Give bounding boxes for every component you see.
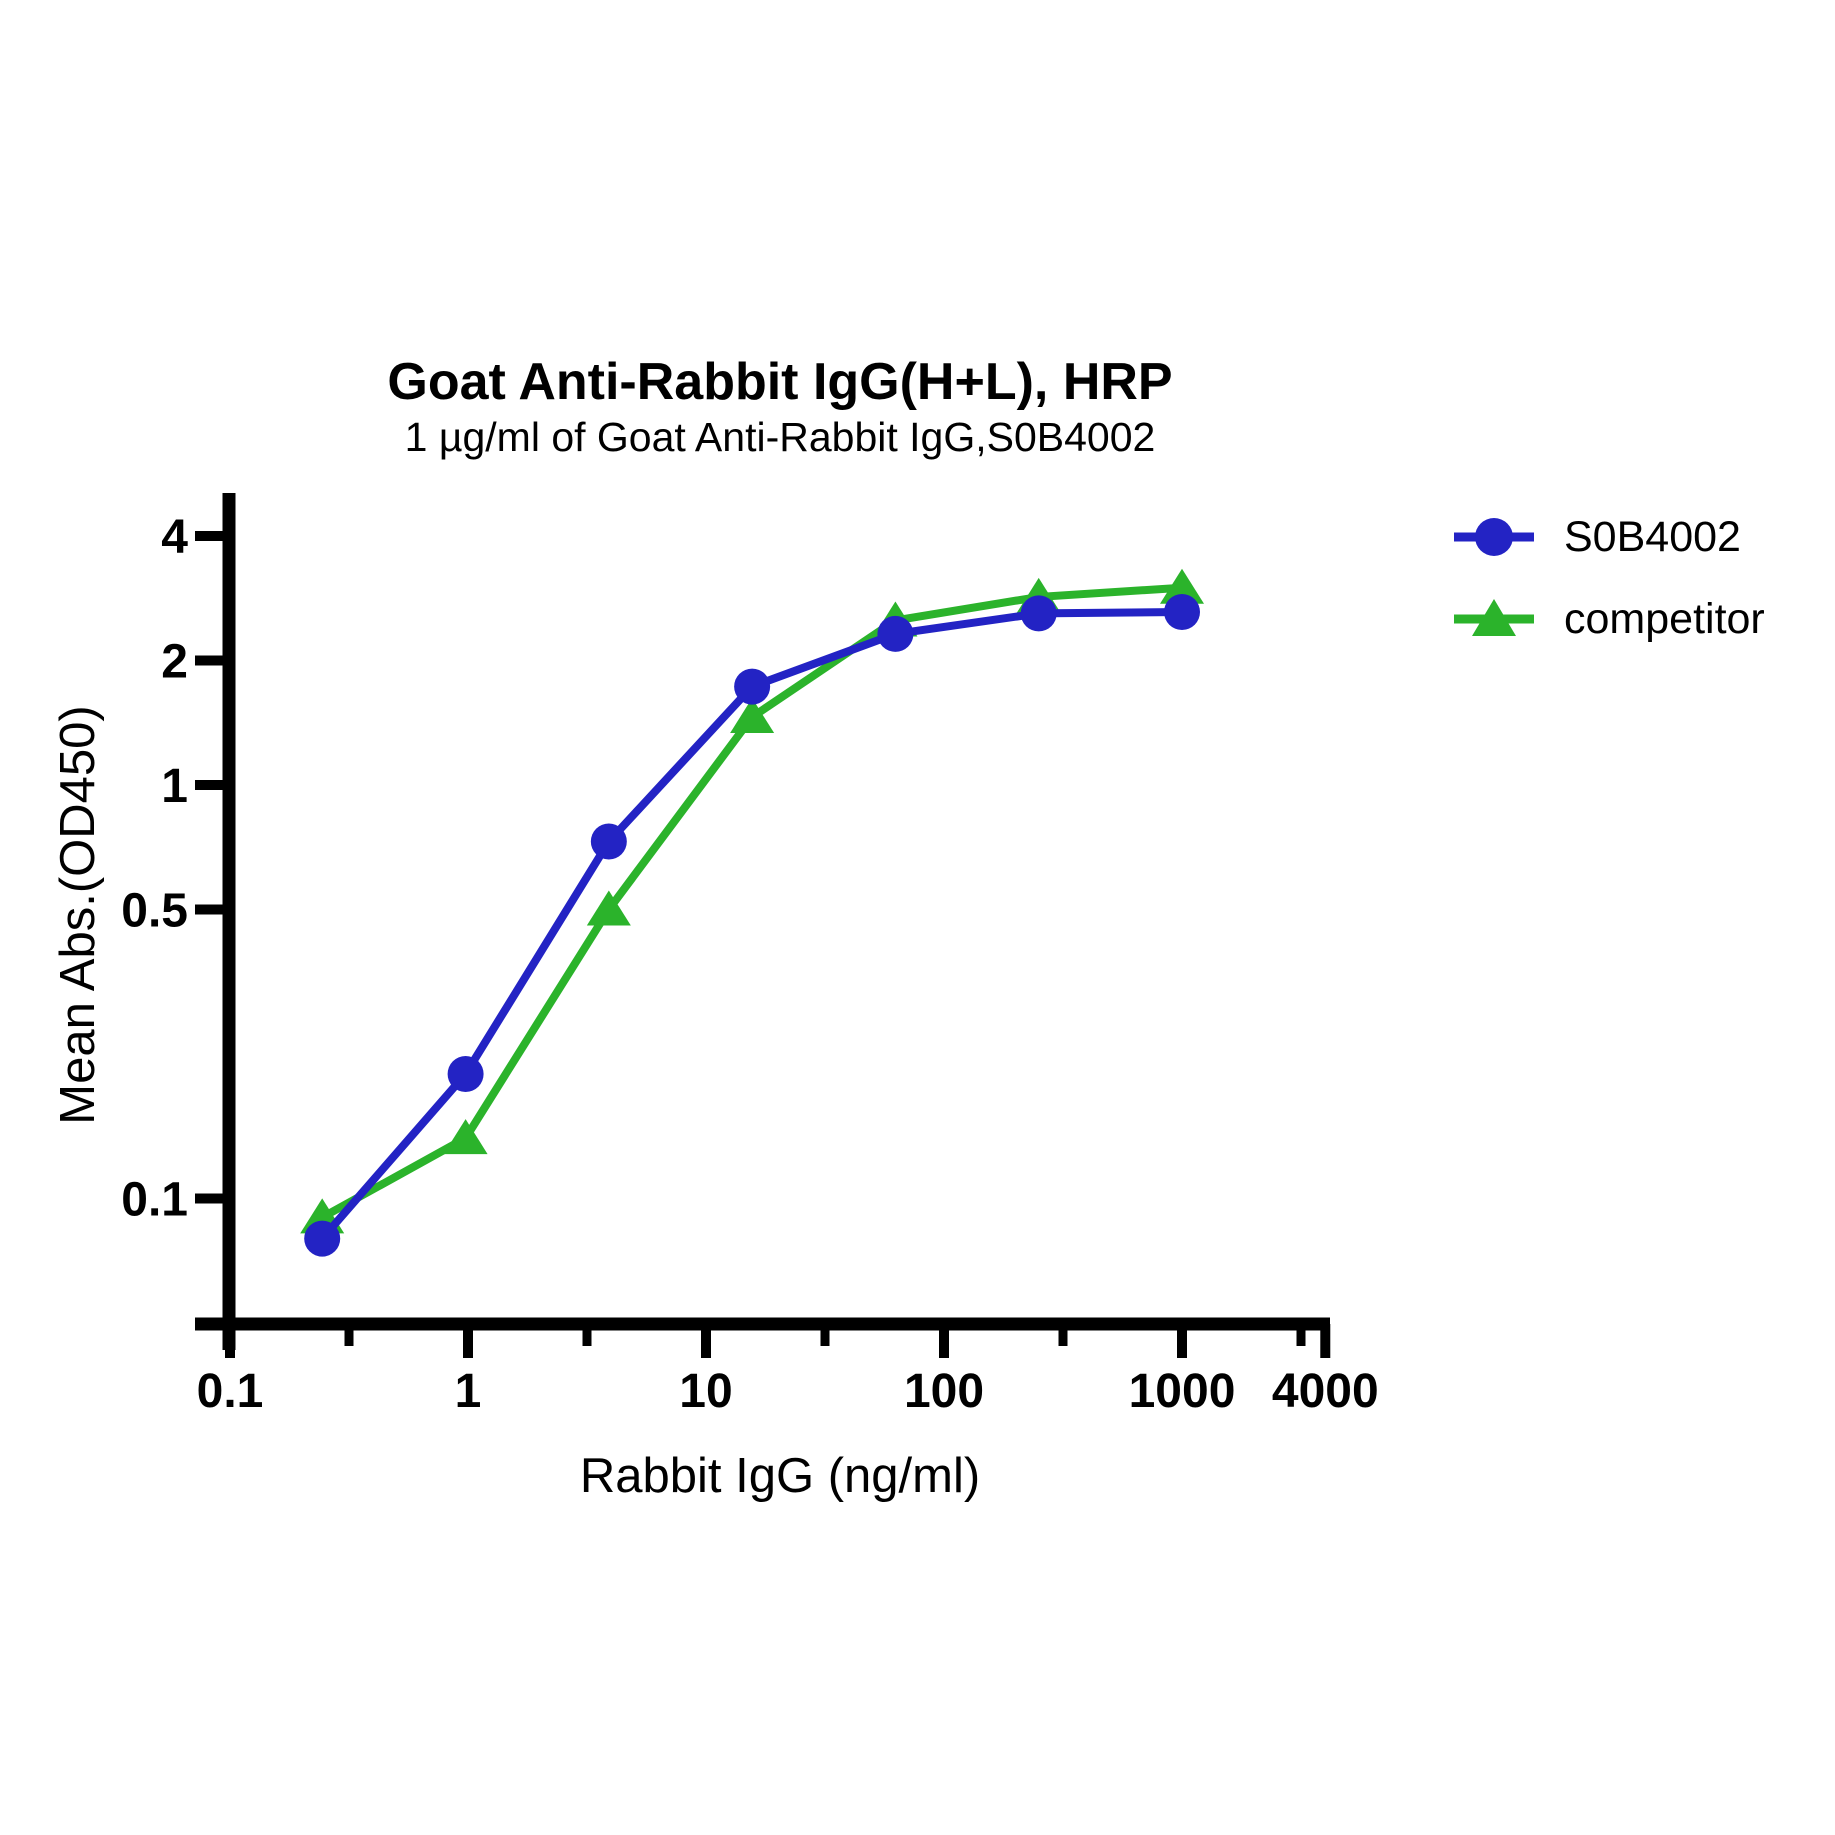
data-point-s0b4002 [1164,594,1200,631]
y-tick-label: 0.5 [121,884,188,937]
y-tick-label: 1 [161,760,188,813]
y-tick-label: 0.1 [121,1174,188,1227]
data-point-competitor [443,1119,488,1155]
data-point-s0b4002 [734,668,771,705]
x-tick-label: 10 [679,1365,732,1418]
triangle-marker-icon [1454,599,1534,636]
chart-title: Goat Anti-Rabbit IgG(H+L), HRP [387,353,1173,411]
legend: S0B4002 competitor [1452,500,1765,664]
x-tick-label: 100 [904,1365,984,1418]
data-point-s0b4002 [447,1056,484,1093]
data-point-s0b4002 [590,823,627,860]
x-tick-label: 1000 [1129,1365,1236,1418]
x-tick-label: 4000 [1272,1365,1379,1418]
y-tick-label: 4 [161,511,188,564]
x-axis-title: Rabbit IgG (ng/ml) [579,1449,981,1503]
data-point-s0b4002 [1020,595,1057,632]
y-axis-title: Mean Abs.(OD450) [51,705,105,1125]
x-tick-label: 0.1 [197,1365,264,1418]
chart-subtitle: 1 µg/ml of Goat Anti-Rabbit IgG,S0B4002 [404,414,1156,460]
legend-label: S0B4002 [1564,512,1741,561]
y-tick-label: 2 [161,636,188,689]
data-point-competitor [586,890,631,926]
legend-label: competitor [1564,594,1765,643]
data-point-competitor [730,698,775,734]
legend-item-competitor: competitor [1452,582,1765,656]
data-point-s0b4002 [877,615,914,652]
chart-header: Goat Anti-Rabbit IgG(H+L), HRP 1 µg/ml o… [230,352,1330,462]
x-tick-label: 1 [455,1365,482,1418]
data-point-competitor [1160,568,1204,604]
data-point-s0b4002 [304,1220,341,1257]
legend-item-s0b4002: S0B4002 [1452,500,1765,574]
circle-marker-icon [1454,518,1534,556]
